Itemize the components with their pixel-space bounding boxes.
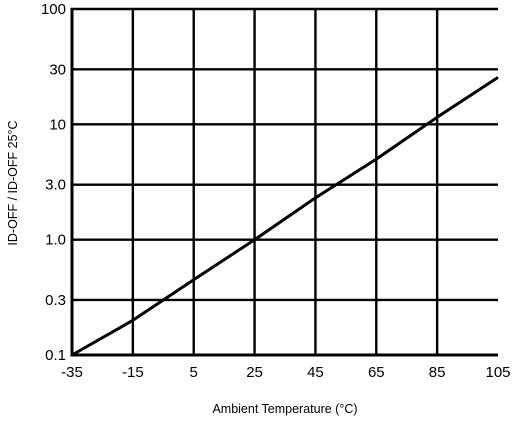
y-tick-label: 10 — [49, 116, 66, 133]
series-line — [71, 76, 499, 357]
series-layer — [71, 76, 499, 357]
y-tick-label: 0.1 — [45, 347, 66, 364]
x-tick-label: -35 — [61, 364, 83, 381]
x-tick-label: 45 — [307, 364, 324, 381]
x-tick-label: 25 — [246, 364, 263, 381]
x-axis-title: Ambient Temperature (°C) — [212, 402, 357, 416]
y-axis-title: ID-OFF / ID-OFF 25°C — [6, 120, 20, 245]
x-tick-label: -15 — [122, 364, 144, 381]
y-tick-labels: 0.1 0.3 1.0 3.0 10 30 100 — [41, 1, 66, 364]
y-tick-label: 0.3 — [45, 292, 66, 309]
y-tick-label: 1.0 — [45, 232, 66, 249]
y-tick-label: 3.0 — [45, 177, 66, 194]
x-tick-label: 65 — [368, 364, 385, 381]
y-tick-label: 30 — [49, 61, 66, 78]
plot-frame — [70, 7, 498, 357]
x-tick-label: 5 — [190, 364, 198, 381]
x-tick-label: 85 — [429, 364, 446, 381]
x-tick-labels: -35 -15 5 25 45 65 85 105 — [61, 364, 510, 381]
x-tick-label: 105 — [485, 364, 510, 381]
grid — [72, 9, 498, 355]
y-tick-label: 100 — [41, 1, 66, 18]
